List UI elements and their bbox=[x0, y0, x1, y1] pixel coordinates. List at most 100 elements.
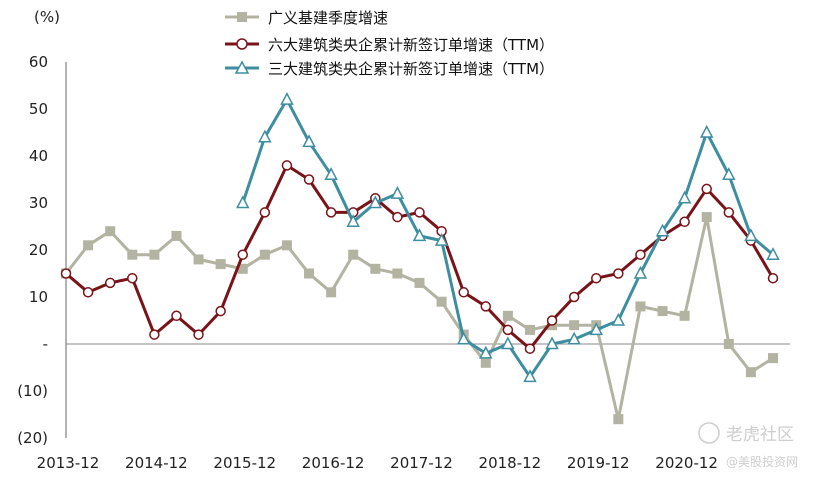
data-point bbox=[568, 291, 580, 303]
data-point bbox=[346, 214, 360, 228]
data-point bbox=[635, 249, 646, 260]
data-point bbox=[281, 240, 292, 251]
data-point bbox=[567, 331, 581, 345]
legend-marker-triangle-icon bbox=[234, 60, 250, 74]
data-point bbox=[502, 310, 513, 321]
data-point bbox=[657, 306, 668, 317]
data-point bbox=[392, 211, 403, 223]
data-point bbox=[545, 336, 559, 350]
data-point bbox=[325, 207, 337, 218]
legend-marker-square-icon bbox=[237, 12, 247, 22]
series-0 bbox=[61, 212, 778, 425]
data-point bbox=[390, 185, 405, 199]
x-tick-label: 2015-12 bbox=[213, 454, 276, 472]
data-point bbox=[258, 129, 272, 143]
data-point bbox=[502, 324, 514, 336]
data-point bbox=[281, 160, 293, 171]
data-point bbox=[679, 310, 690, 321]
data-point bbox=[414, 207, 425, 218]
data-point bbox=[370, 263, 381, 274]
legend-item-six-soe: 六大建筑类央企累计新签订单增速（TTM） bbox=[225, 36, 554, 54]
data-point bbox=[215, 305, 226, 317]
data-point bbox=[193, 329, 204, 340]
data-point bbox=[259, 249, 270, 260]
data-point bbox=[149, 329, 160, 340]
data-point bbox=[60, 268, 72, 279]
y-tick-label: 10 bbox=[29, 288, 48, 306]
y-tick-label: 60 bbox=[29, 53, 48, 71]
data-point bbox=[546, 315, 558, 326]
data-point bbox=[569, 320, 580, 331]
watermark-logo-icon bbox=[698, 422, 720, 444]
data-point bbox=[701, 183, 712, 195]
data-point bbox=[613, 414, 624, 425]
data-point bbox=[304, 268, 315, 279]
data-point bbox=[280, 91, 294, 105]
legend-label-three-soe: 三大建筑类央企累计新签订单增速（TTM） bbox=[268, 60, 554, 78]
y-tick-label: 20 bbox=[29, 241, 48, 259]
y-tick-label: 50 bbox=[29, 100, 48, 118]
data-point bbox=[324, 167, 338, 181]
data-point bbox=[127, 249, 138, 260]
data-point bbox=[723, 339, 734, 349]
legend-marker-circle-icon bbox=[236, 38, 248, 50]
watermark-logo-text: 老虎社区 bbox=[726, 425, 794, 445]
data-point bbox=[302, 134, 316, 148]
legend-label-basic-infra: 广义基建季度增速 bbox=[268, 9, 388, 27]
data-point bbox=[434, 232, 449, 246]
series-line bbox=[241, 98, 774, 379]
data-point bbox=[677, 190, 692, 204]
data-point bbox=[104, 277, 116, 289]
x-tick-label: 2019-12 bbox=[567, 454, 630, 472]
data-point bbox=[591, 272, 602, 284]
data-point bbox=[701, 212, 712, 223]
data-point bbox=[679, 216, 690, 228]
data-point bbox=[237, 263, 248, 274]
y-tick-label: (20) bbox=[17, 429, 48, 447]
data-point bbox=[82, 287, 94, 298]
data-point bbox=[105, 226, 116, 237]
x-tick-label: 2017-12 bbox=[390, 454, 453, 472]
series-line bbox=[65, 163, 775, 351]
legend: 广义基建季度增速 六大建筑类央企累计新签订单增速（TTM） 三大建筑类央企累计新… bbox=[225, 9, 554, 78]
data-point bbox=[745, 367, 756, 378]
watermark-sub-text: @美股投资网 bbox=[726, 454, 798, 469]
data-point bbox=[524, 343, 536, 354]
data-point bbox=[613, 268, 624, 279]
data-point bbox=[412, 228, 427, 242]
data-point bbox=[589, 322, 603, 336]
data-point bbox=[83, 240, 94, 251]
data-point bbox=[501, 336, 515, 350]
x-tick-label: 2016-12 bbox=[302, 454, 365, 472]
series-2 bbox=[236, 91, 780, 383]
data-point bbox=[523, 369, 537, 383]
data-point bbox=[480, 357, 491, 368]
x-tick-label: 2020-12 bbox=[655, 454, 718, 472]
x-tick-labels: 2013-12 2014-12 2015-12 2016-12 2017-12 2018-… bbox=[37, 454, 718, 472]
y-tick-label: - bbox=[43, 335, 48, 353]
data-point bbox=[193, 254, 204, 265]
data-point bbox=[171, 230, 182, 241]
x-tick-label: 2013-12 bbox=[37, 454, 100, 472]
data-point bbox=[524, 324, 535, 335]
data-point bbox=[633, 265, 648, 279]
data-point bbox=[368, 195, 383, 209]
data-point bbox=[303, 174, 315, 185]
watermark: 老虎社区 @美股投资网 bbox=[698, 422, 798, 469]
data-point bbox=[149, 249, 160, 260]
data-point bbox=[458, 287, 469, 298]
legend-item-three-soe: 三大建筑类央企累计新签订单增速（TTM） bbox=[225, 60, 554, 78]
y-axis-unit-label: (%) bbox=[34, 8, 60, 26]
series-layer bbox=[60, 91, 780, 425]
data-point bbox=[479, 345, 493, 359]
data-point bbox=[171, 310, 182, 322]
series-1 bbox=[60, 160, 779, 354]
x-tick-label: 2014-12 bbox=[125, 454, 188, 472]
data-point bbox=[127, 272, 138, 284]
data-point bbox=[348, 249, 359, 260]
legend-label-six-soe: 六大建筑类央企累计新签订单增速（TTM） bbox=[268, 36, 554, 54]
data-point bbox=[392, 268, 403, 279]
data-point bbox=[611, 312, 626, 326]
data-point bbox=[722, 167, 736, 181]
